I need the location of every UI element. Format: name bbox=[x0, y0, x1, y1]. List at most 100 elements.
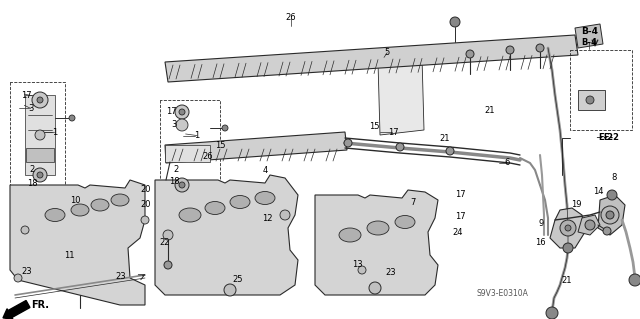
Polygon shape bbox=[165, 132, 347, 163]
Text: 21: 21 bbox=[561, 276, 572, 285]
Text: 2: 2 bbox=[173, 165, 179, 174]
Text: 1: 1 bbox=[52, 128, 57, 137]
Text: B-4: B-4 bbox=[582, 27, 598, 36]
Circle shape bbox=[603, 227, 611, 235]
Text: 3: 3 bbox=[172, 120, 177, 129]
Circle shape bbox=[396, 143, 404, 151]
Text: S9V3-E0310A: S9V3-E0310A bbox=[476, 289, 529, 298]
Polygon shape bbox=[550, 208, 585, 248]
Circle shape bbox=[586, 96, 594, 104]
Text: 21: 21 bbox=[440, 134, 450, 143]
Text: 19: 19 bbox=[571, 200, 581, 209]
Circle shape bbox=[224, 284, 236, 296]
Circle shape bbox=[21, 226, 29, 234]
Circle shape bbox=[280, 210, 290, 220]
Text: 23: 23 bbox=[385, 268, 396, 277]
Ellipse shape bbox=[205, 202, 225, 214]
Polygon shape bbox=[155, 175, 298, 295]
Text: 15: 15 bbox=[369, 122, 380, 130]
Text: 25: 25 bbox=[233, 275, 243, 284]
Text: 26: 26 bbox=[286, 13, 296, 22]
Circle shape bbox=[601, 206, 619, 224]
Circle shape bbox=[606, 211, 614, 219]
Ellipse shape bbox=[395, 216, 415, 228]
Ellipse shape bbox=[179, 208, 201, 222]
Text: 14: 14 bbox=[593, 187, 604, 196]
Ellipse shape bbox=[255, 191, 275, 204]
Circle shape bbox=[176, 119, 188, 131]
Text: 12: 12 bbox=[262, 214, 273, 223]
FancyArrow shape bbox=[3, 300, 30, 319]
Circle shape bbox=[607, 190, 617, 200]
Polygon shape bbox=[315, 190, 438, 295]
Text: 23: 23 bbox=[22, 267, 32, 276]
Text: 17: 17 bbox=[456, 190, 466, 199]
Circle shape bbox=[446, 147, 454, 155]
Text: 16: 16 bbox=[536, 238, 546, 247]
Text: 1: 1 bbox=[195, 131, 200, 140]
Text: 11: 11 bbox=[64, 251, 74, 260]
Circle shape bbox=[37, 172, 43, 178]
Polygon shape bbox=[25, 95, 55, 175]
Text: ─ E-2: ─ E-2 bbox=[596, 133, 619, 143]
Circle shape bbox=[141, 216, 149, 224]
Circle shape bbox=[179, 182, 185, 188]
Circle shape bbox=[560, 220, 576, 236]
Circle shape bbox=[35, 130, 45, 140]
Text: 2: 2 bbox=[29, 165, 35, 174]
Text: 17: 17 bbox=[22, 91, 32, 100]
Text: 26: 26 bbox=[203, 152, 213, 161]
Circle shape bbox=[450, 17, 460, 27]
Text: 3: 3 bbox=[28, 104, 33, 113]
Circle shape bbox=[629, 274, 640, 286]
Ellipse shape bbox=[230, 196, 250, 209]
Circle shape bbox=[175, 178, 189, 192]
Circle shape bbox=[37, 97, 43, 103]
Text: E-2: E-2 bbox=[598, 133, 614, 142]
Text: 23: 23 bbox=[115, 272, 125, 281]
Circle shape bbox=[32, 92, 48, 108]
Text: FR.: FR. bbox=[31, 300, 49, 310]
Text: 17: 17 bbox=[166, 107, 177, 116]
Text: 13: 13 bbox=[352, 260, 362, 269]
Ellipse shape bbox=[111, 194, 129, 206]
Circle shape bbox=[565, 225, 571, 231]
Circle shape bbox=[33, 168, 47, 182]
Circle shape bbox=[179, 109, 185, 115]
Circle shape bbox=[585, 220, 595, 230]
Ellipse shape bbox=[367, 221, 389, 235]
Text: 4: 4 bbox=[263, 166, 268, 175]
Ellipse shape bbox=[45, 209, 65, 221]
Polygon shape bbox=[578, 90, 605, 110]
Circle shape bbox=[369, 282, 381, 294]
Circle shape bbox=[69, 115, 75, 121]
Circle shape bbox=[163, 230, 173, 240]
Text: 18: 18 bbox=[169, 177, 179, 186]
Circle shape bbox=[164, 261, 172, 269]
Polygon shape bbox=[578, 215, 600, 235]
Polygon shape bbox=[26, 148, 54, 162]
Text: 17: 17 bbox=[388, 128, 399, 137]
Text: 8: 8 bbox=[612, 173, 617, 182]
Polygon shape bbox=[598, 195, 625, 235]
Circle shape bbox=[466, 50, 474, 58]
Circle shape bbox=[536, 44, 544, 52]
Text: 5: 5 bbox=[385, 48, 390, 57]
Polygon shape bbox=[10, 180, 145, 305]
Circle shape bbox=[222, 125, 228, 131]
Polygon shape bbox=[165, 35, 578, 82]
Ellipse shape bbox=[91, 199, 109, 211]
Circle shape bbox=[563, 243, 573, 253]
Circle shape bbox=[14, 274, 22, 282]
Text: 20: 20 bbox=[141, 200, 151, 209]
Circle shape bbox=[358, 266, 366, 274]
Text: 22: 22 bbox=[160, 238, 170, 247]
Circle shape bbox=[506, 46, 514, 54]
Polygon shape bbox=[165, 145, 210, 162]
Circle shape bbox=[546, 307, 558, 319]
Text: 15: 15 bbox=[216, 141, 226, 150]
Text: 21: 21 bbox=[484, 106, 495, 115]
Ellipse shape bbox=[71, 204, 89, 216]
Polygon shape bbox=[575, 24, 603, 48]
Circle shape bbox=[175, 105, 189, 119]
